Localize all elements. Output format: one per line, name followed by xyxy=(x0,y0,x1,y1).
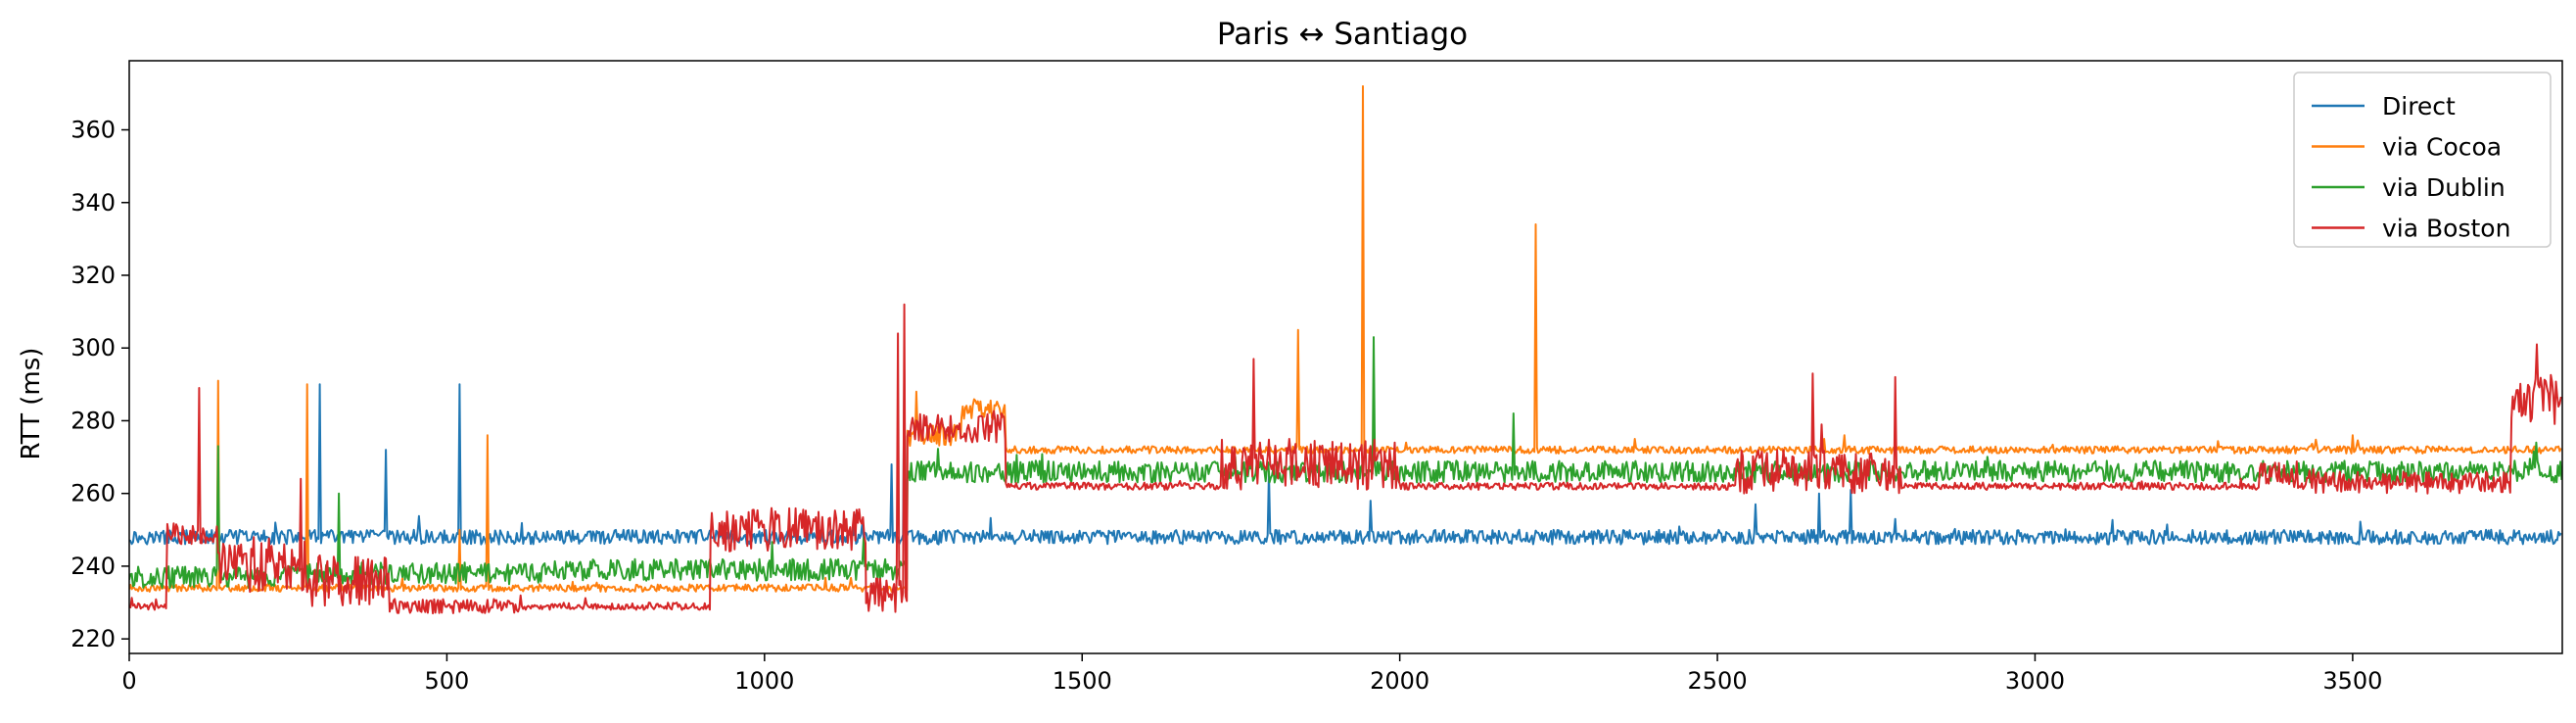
x-tick-label: 1000 xyxy=(734,667,794,695)
series-line-via-boston xyxy=(129,303,2562,615)
chart-title: Paris ↔ Santiago xyxy=(1217,17,1468,52)
x-tick-label: 1500 xyxy=(1053,667,1112,695)
legend: Direct via Cocoa via Dublin via Boston xyxy=(2293,72,2552,248)
series-line-via-cocoa xyxy=(129,85,2562,593)
y-tick-label: 240 xyxy=(70,553,116,580)
y-tick-label: 300 xyxy=(70,334,116,362)
y-tick-label: 340 xyxy=(70,189,116,217)
legend-label: via Boston xyxy=(2382,215,2510,243)
x-tick-label: 500 xyxy=(425,667,470,695)
y-axis-label: RTT (ms) xyxy=(17,348,46,460)
x-tick-label: 3500 xyxy=(2322,667,2382,695)
series-line-direct xyxy=(129,368,2562,546)
legend-box xyxy=(2293,72,2552,248)
series-layer xyxy=(129,85,2562,615)
x-tick-label: 2000 xyxy=(1370,667,1429,695)
x-tick-label: 2500 xyxy=(1688,667,1748,695)
y-tick-label: 260 xyxy=(70,480,116,507)
x-tick-label: 0 xyxy=(121,667,136,695)
legend-label: via Cocoa xyxy=(2382,133,2502,162)
x-tick-label: 3000 xyxy=(2005,667,2065,695)
y-tick-label: 280 xyxy=(70,407,116,434)
legend-label: Direct xyxy=(2382,92,2456,120)
plot-frame xyxy=(128,60,2563,654)
y-tick-label: 220 xyxy=(70,625,116,652)
y-tick-label: 320 xyxy=(70,262,116,289)
legend-label: via Dublin xyxy=(2382,173,2506,202)
y-tick-label: 360 xyxy=(70,117,116,144)
axes-layer: 0 500 1000 1500 2000 2500 3000 3500 220 240 260 280… xyxy=(70,60,2563,695)
